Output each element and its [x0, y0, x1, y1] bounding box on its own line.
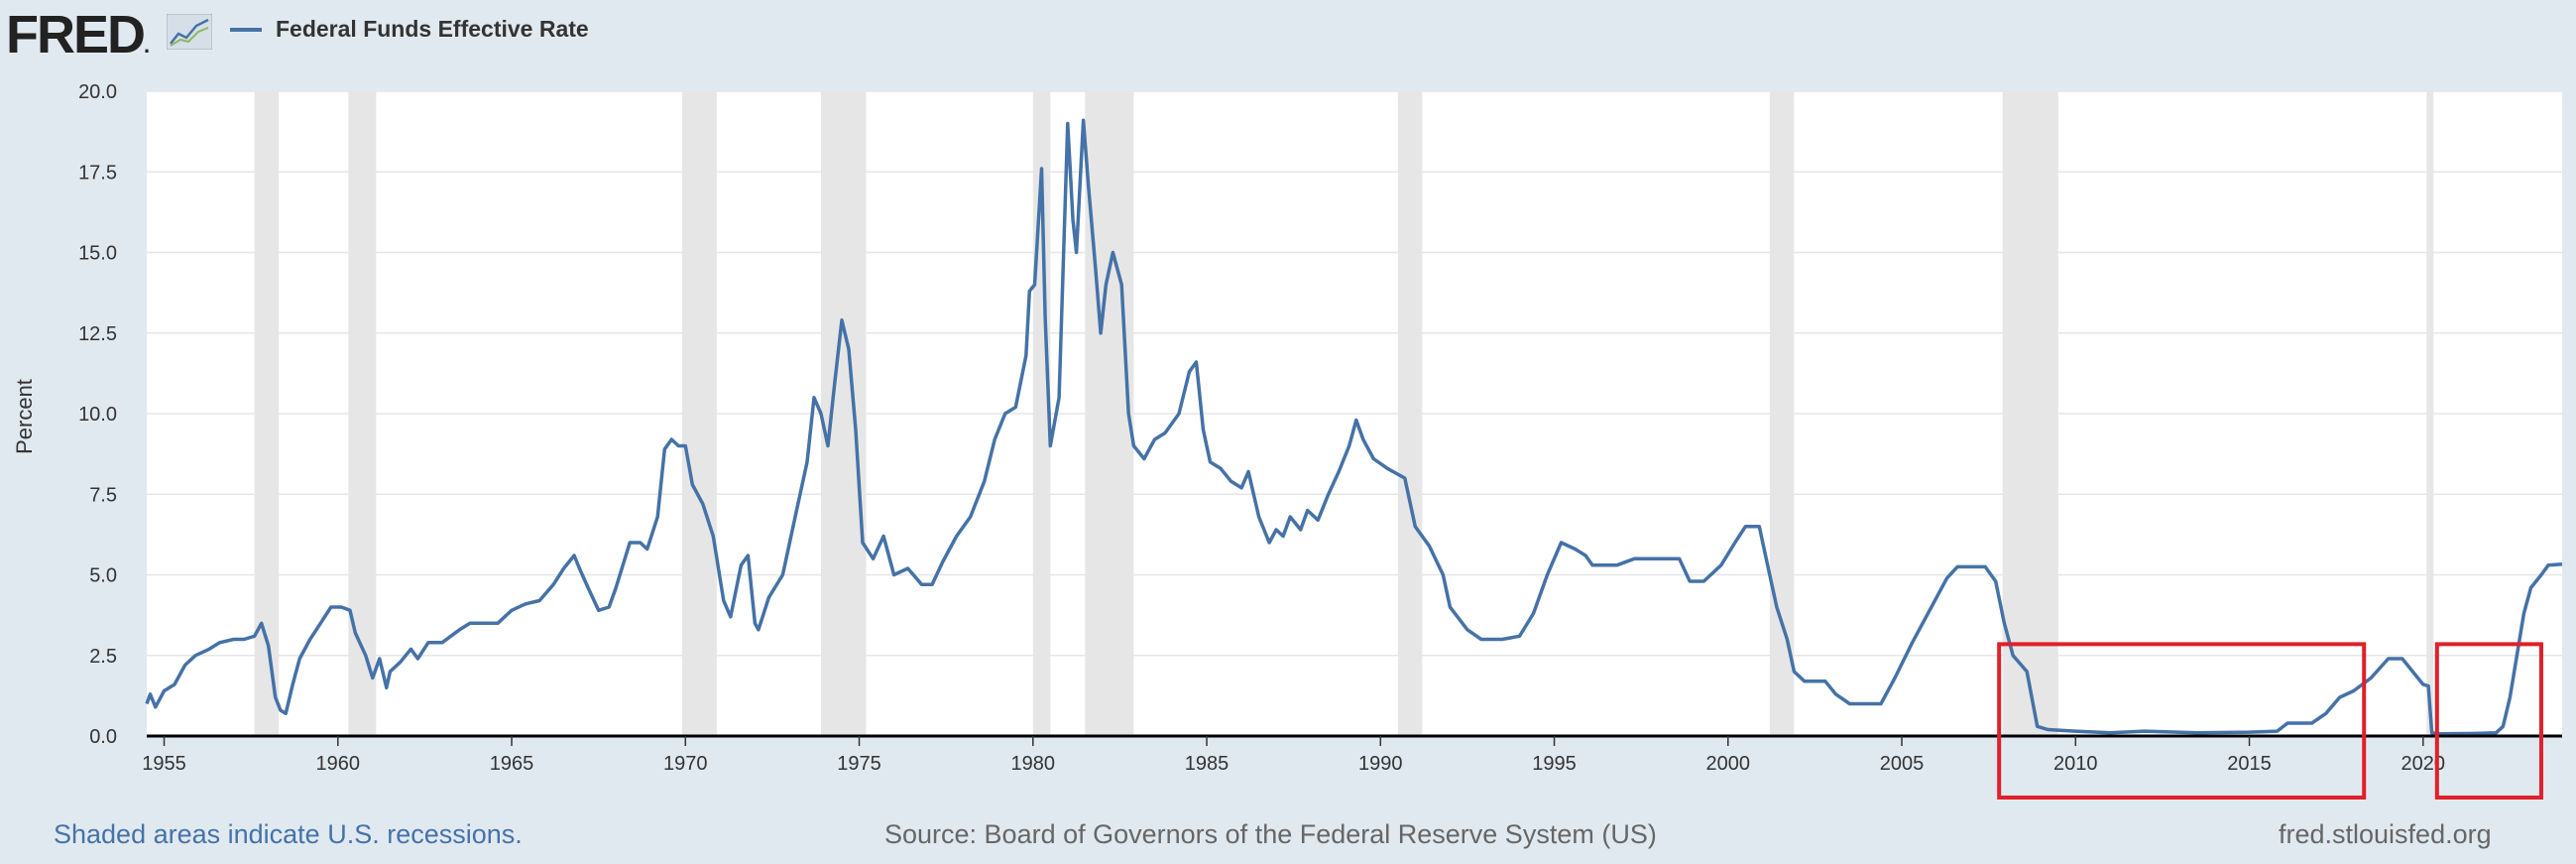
y-axis-label: Percent [12, 379, 37, 454]
x-tick-label: 2020 [2401, 753, 2446, 775]
x-tick-label: 2010 [2053, 753, 2098, 775]
x-tick-label: 1965 [490, 753, 534, 775]
y-tick-label: 10.0 [78, 404, 117, 426]
x-axis-ticks: 1955 1960 1965 1970 1975 1980 1985 1990 1995 2000… [142, 736, 2445, 775]
x-tick-label: 1975 [837, 753, 881, 775]
x-tick-label: 1995 [1532, 753, 1577, 775]
x-tick-label: 1990 [1358, 753, 1403, 775]
x-tick-label: 2000 [1706, 753, 1751, 775]
legend-swatch [230, 27, 262, 32]
y-tick-label: 15.0 [78, 243, 117, 265]
highlight-boxes [1997, 642, 2543, 800]
line-chart: 1955 1960 1965 1970 1975 1980 1985 1990 1995 2000… [12, 81, 2563, 800]
logo-mark: . [144, 33, 151, 58]
y-axis-ticks: 0.0 2.5 5.0 7.5 10.0 12.5 15.0 17.5 20.0 [78, 81, 117, 748]
x-tick-label: 1980 [1011, 753, 1056, 775]
x-tick-label: 2015 [2227, 753, 2272, 775]
chart-header: FRED. Federal Funds Effective Rate [0, 0, 2576, 69]
x-tick-label: 1985 [1185, 753, 1229, 775]
highlight-box [1997, 642, 2367, 800]
gridlines [147, 90, 2562, 657]
y-tick-label: 2.5 [89, 646, 117, 668]
highlight-box [2434, 642, 2543, 800]
x-tick-label: 2005 [1880, 753, 1925, 775]
y-tick-label: 0.0 [89, 726, 117, 748]
source-text: Source: Board of Governors of the Federa… [884, 819, 1657, 849]
series-line [145, 118, 2563, 736]
site-link[interactable]: fred.stlouisfed.org [2279, 819, 2492, 849]
series-layer [145, 118, 2563, 736]
legend-label: Federal Funds Effective Rate [276, 16, 589, 42]
y-tick-label: 17.5 [78, 162, 117, 184]
x-tick-label: 1960 [316, 753, 361, 775]
y-tick-label: 7.5 [89, 484, 117, 506]
y-tick-label: 5.0 [89, 565, 117, 587]
line-chart-icon [167, 14, 212, 50]
chart-legend[interactable]: Federal Funds Effective Rate [230, 16, 589, 43]
recession-note-link[interactable]: Shaded areas indicate U.S. recessions. [54, 819, 523, 849]
x-tick-label: 1955 [142, 753, 186, 775]
y-tick-label: 12.5 [78, 323, 117, 345]
x-tick-label: 1970 [663, 753, 708, 775]
logo-text: FRED [6, 5, 146, 64]
fred-logo[interactable]: FRED. [6, 4, 150, 65]
y-tick-label: 20.0 [78, 81, 117, 103]
